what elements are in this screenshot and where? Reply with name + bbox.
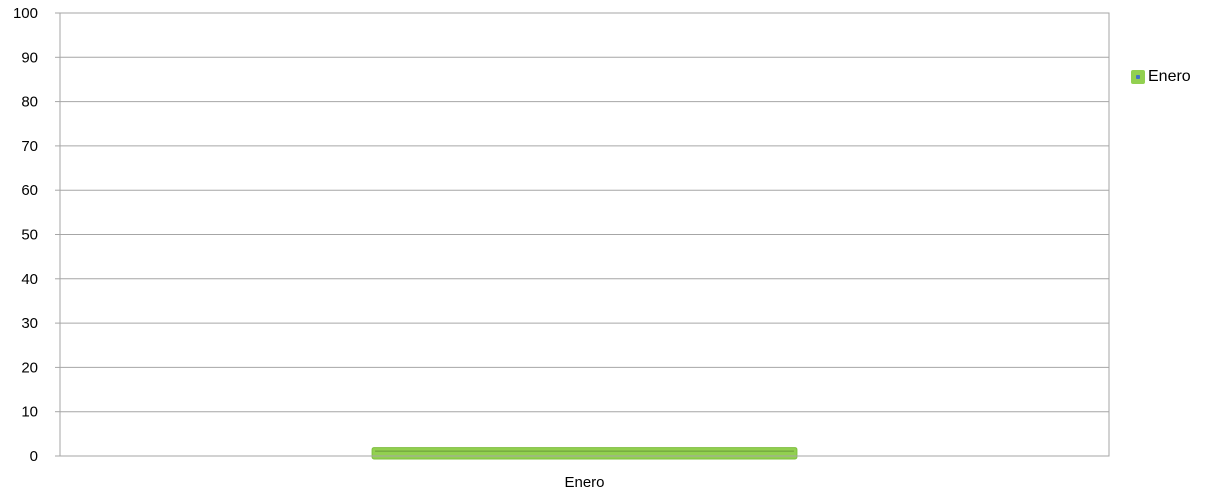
y-tick-label: 100 bbox=[13, 5, 38, 22]
legend-marker-icon bbox=[1136, 75, 1140, 79]
legend-label: Enero bbox=[1148, 68, 1191, 85]
y-tick-label: 10 bbox=[21, 404, 38, 421]
y-tick-label: 20 bbox=[21, 359, 38, 376]
bars bbox=[371, 447, 798, 460]
y-tick-label: 40 bbox=[21, 271, 38, 288]
y-tick-label: 70 bbox=[21, 138, 38, 155]
bar-enero-enero bbox=[371, 447, 798, 460]
gridlines bbox=[55, 12, 1109, 457]
y-tick-label: 50 bbox=[21, 227, 38, 244]
y-axis-ticks: 0 10 20 30 40 50 60 70 80 90 100 bbox=[13, 5, 38, 465]
y-tick-label: 80 bbox=[21, 94, 38, 111]
plot-area-border bbox=[59, 12, 1110, 457]
legend: Enero bbox=[1131, 68, 1191, 86]
y-tick-label: 60 bbox=[21, 182, 38, 199]
x-category-label: Enero bbox=[564, 474, 604, 491]
y-tick-label: 0 bbox=[30, 448, 38, 465]
x-axis-ticks: Enero bbox=[564, 474, 604, 491]
legend-swatch bbox=[1131, 70, 1145, 84]
y-tick-label: 30 bbox=[21, 315, 38, 332]
y-tick-label: 90 bbox=[21, 49, 38, 66]
